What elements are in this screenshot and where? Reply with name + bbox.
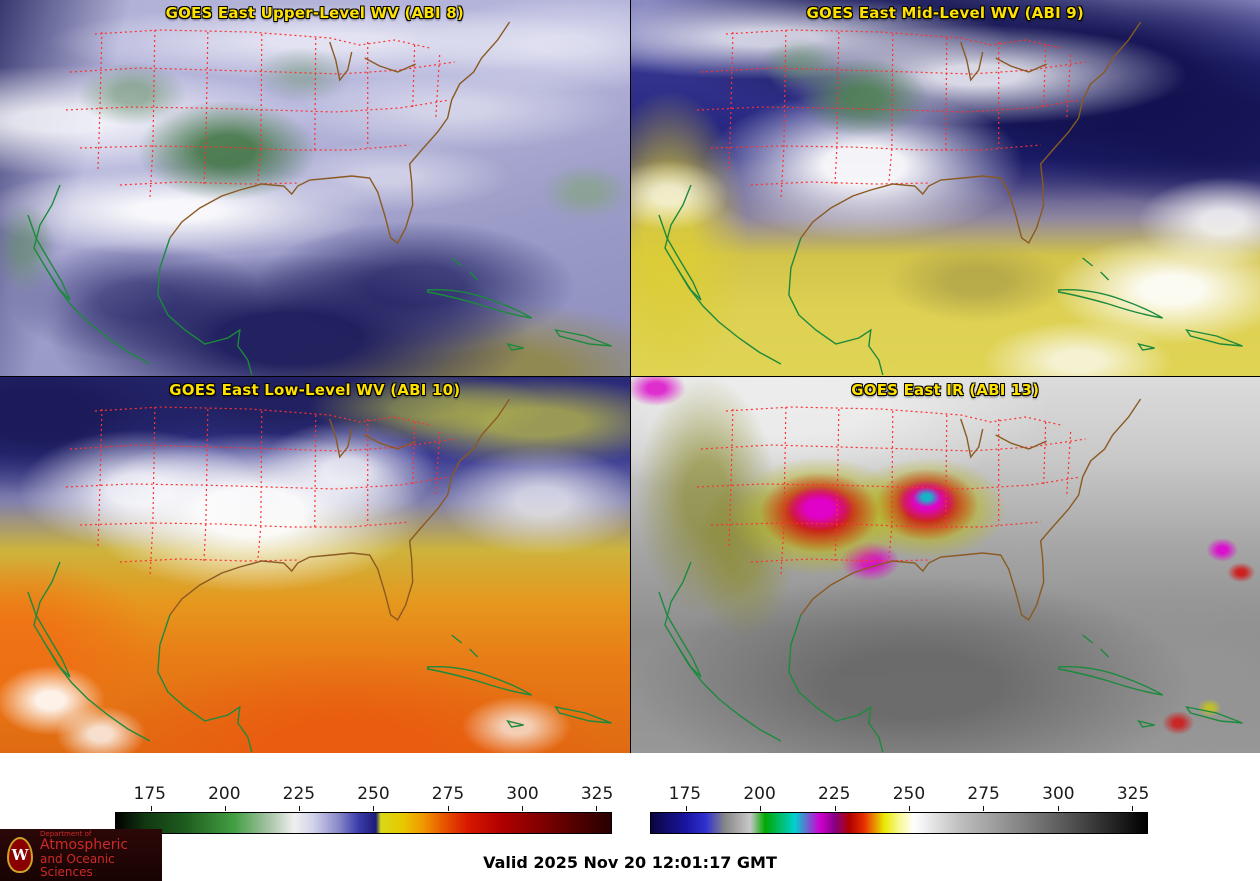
tick-mark (908, 806, 910, 811)
tick-label: 275 (967, 784, 1000, 804)
panel-low-level-wv: GOES East Low-Level WV (ABI 10) (0, 377, 630, 753)
tick-mark (150, 806, 152, 811)
colorbar-wv-tick-labels: 175 200 225 250 275 300 325 (115, 784, 614, 808)
colorbar-ir: 175 200 225 250 275 300 325 (650, 784, 1150, 840)
tick-mark (224, 806, 226, 811)
tick-mark (596, 806, 598, 811)
tick-label: 275 (431, 784, 465, 804)
uw-aos-logo: W Department of Atmospheric and Oceanic … (0, 829, 162, 881)
panel-upper-level-wv: GOES East Upper-Level WV (ABI 8) (0, 0, 630, 376)
tick-mark (685, 806, 687, 811)
tick-mark (1132, 806, 1134, 811)
map-boundaries-overlay (27, 398, 613, 753)
panel-title-upper-wv: GOES East Upper-Level WV (ABI 8) (165, 4, 464, 22)
tick-label: 225 (282, 784, 316, 804)
uw-crest-icon: W (7, 837, 33, 873)
tick-mark (299, 806, 301, 811)
valid-time-label: Valid 2025 Nov 20 12:01:17 GMT (483, 853, 777, 872)
panel-title-mid-wv: GOES East Mid-Level WV (ABI 9) (806, 4, 1084, 22)
map-boundaries-overlay (657, 398, 1243, 753)
tick-mark (1057, 806, 1059, 811)
map-boundaries-overlay (657, 21, 1243, 376)
colorbar-ir-gradient (650, 806, 1148, 834)
tick-mark (447, 806, 449, 811)
panel-title-ir: GOES East IR (ABI 13) (851, 381, 1040, 399)
colorbar-wv-gradient (115, 806, 612, 834)
tick-label: 175 (133, 784, 167, 804)
panel-title-low-wv: GOES East Low-Level WV (ABI 10) (169, 381, 461, 399)
tick-label: 325 (580, 784, 614, 804)
tick-label: 200 (743, 784, 776, 804)
tick-label: 300 (1042, 784, 1075, 804)
tick-mark (983, 806, 985, 811)
colorbar-wv: 175 200 225 250 275 300 325 (115, 784, 614, 840)
tick-label: 325 (1116, 784, 1150, 804)
tick-label: 250 (892, 784, 926, 804)
panel-mid-level-wv: GOES East Mid-Level WV (ABI 9) (630, 0, 1260, 376)
logo-line-atmospheric: Atmospheric (40, 837, 129, 854)
uw-aos-logo-text: Department of Atmospheric and Oceanic Sc… (40, 829, 155, 880)
panel-ir: GOES East IR (ABI 13) (630, 377, 1260, 753)
tick-label: 175 (668, 784, 702, 804)
map-boundaries-overlay (27, 21, 613, 376)
logo-line-oceanic: and Oceanic Sciences (40, 852, 115, 880)
colorbar-ir-tick-labels: 175 200 225 250 275 300 325 (650, 784, 1150, 808)
satellite-panel-grid: GOES East Upper-Level WV (ABI 8) GOES Ea… (0, 0, 1260, 753)
tick-label: 250 (357, 784, 390, 804)
footer: 175 200 225 250 275 300 325 175 200 225 … (0, 753, 1260, 881)
tick-mark (834, 806, 836, 811)
tick-mark (760, 806, 762, 811)
logo-dept-line: Department of (40, 829, 92, 838)
tick-label: 300 (506, 784, 539, 804)
tick-label: 225 (818, 784, 851, 804)
tick-mark (373, 806, 375, 811)
tick-label: 200 (208, 784, 241, 804)
tick-mark (521, 806, 523, 811)
